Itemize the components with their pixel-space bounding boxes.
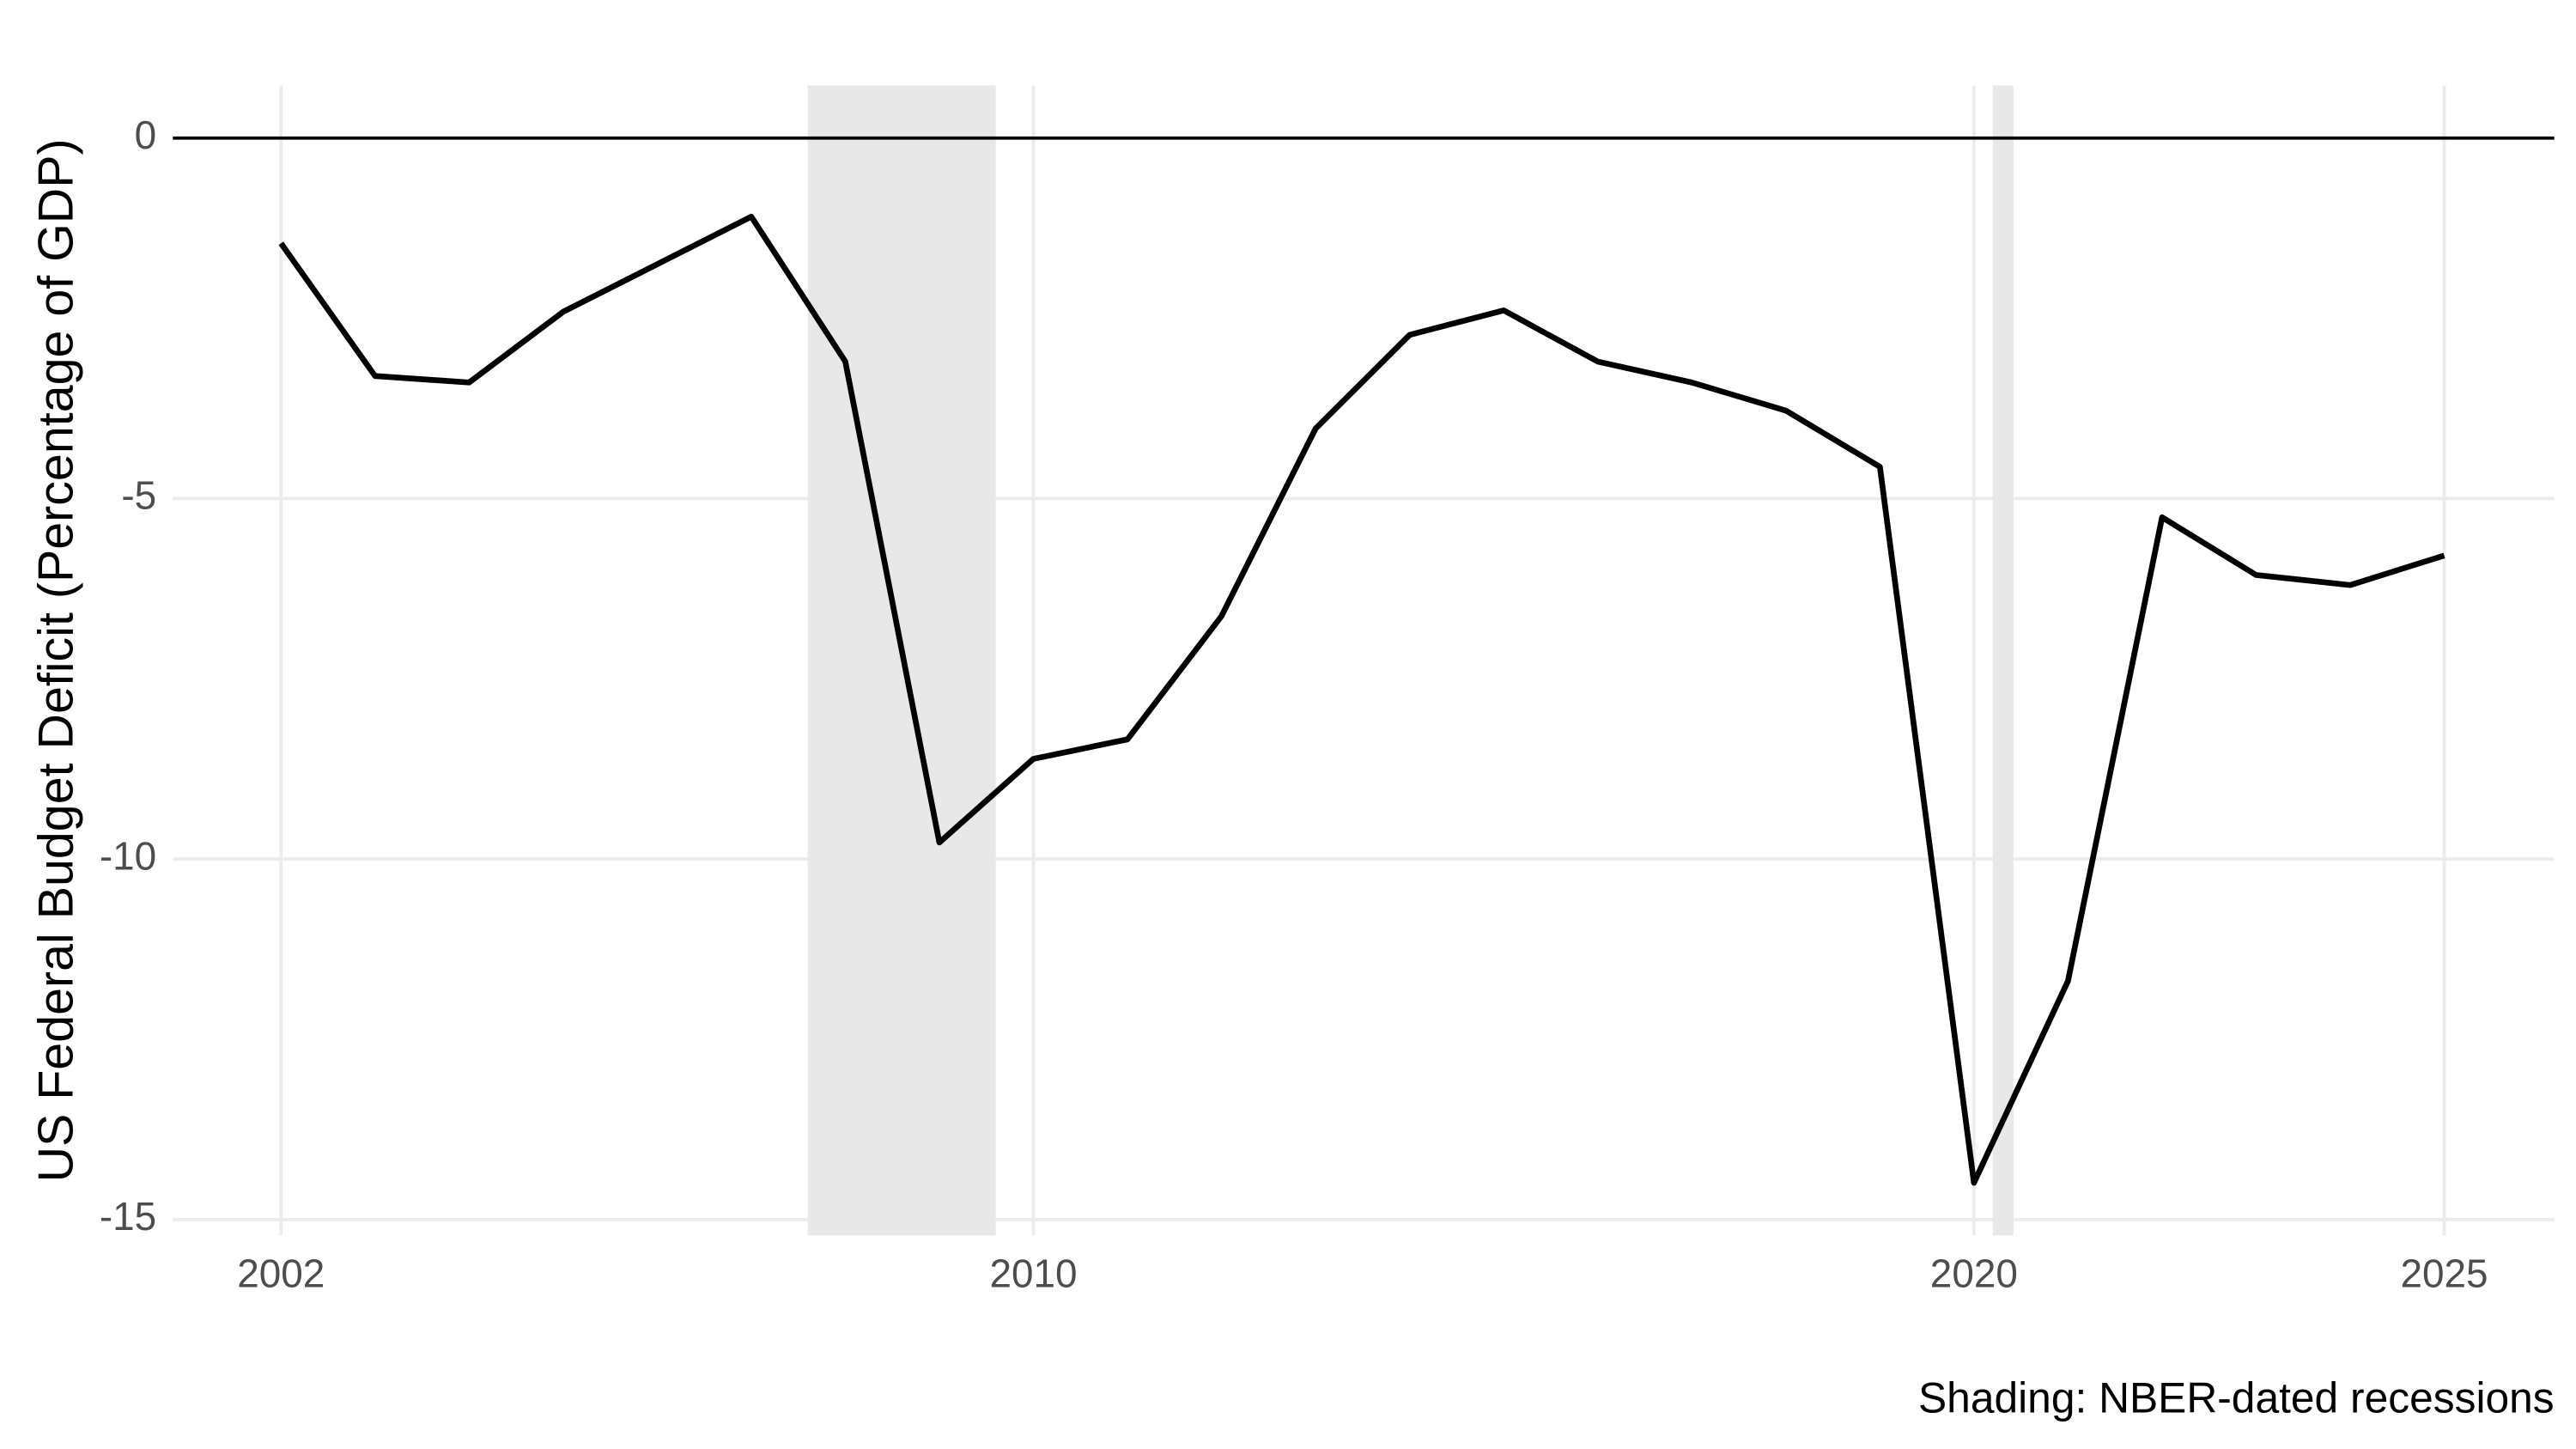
x-tick-label: 2020 [1930, 1251, 2018, 1295]
caption: Shading: NBER-dated recessions [1918, 1374, 2555, 1422]
y-tick-label: -15 [100, 1194, 156, 1239]
y-tick-label: -10 [100, 833, 156, 878]
y-axis-label: US Federal Budget Deficit (Percentage of… [28, 138, 83, 1182]
x-tick-label: 2010 [989, 1251, 1077, 1295]
x-tick-label: 2002 [237, 1251, 325, 1295]
recession-shade [1992, 85, 2014, 1236]
y-tick-label: 0 [135, 113, 157, 157]
y-tick-label: -5 [121, 473, 156, 518]
data-line [278, 213, 2445, 1186]
x-tick-label: 2025 [2400, 1251, 2488, 1295]
